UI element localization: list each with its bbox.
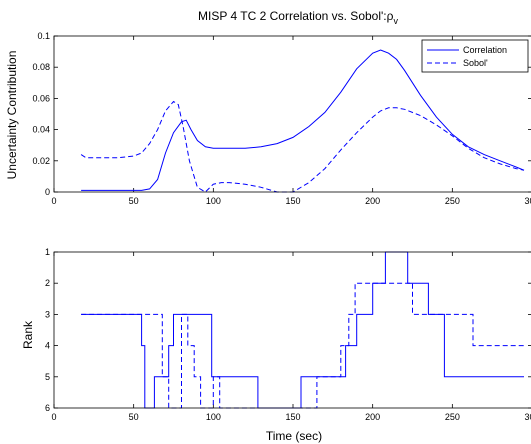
top-series <box>80 49 525 193</box>
bottom-plot-frame <box>53 251 531 409</box>
bottom-y-tick-label: 5 <box>45 372 50 382</box>
bottom-x-tick-label: 250 <box>445 412 460 422</box>
bottom-y-tick-label: 3 <box>45 309 50 319</box>
bottom-series <box>81 251 524 409</box>
top-chart: MISP 4 TC 2 Correlation vs. Sobol':ρv Un… <box>5 9 531 206</box>
bottom-y-tick-label: 4 <box>45 341 50 351</box>
top-y-tick-label: 0.04 <box>32 125 50 135</box>
top-y-tick-label: 0.06 <box>32 93 50 103</box>
bottom-x-tick-label: 50 <box>129 412 139 422</box>
bottom-x-tick-label: 100 <box>206 412 221 422</box>
top-y-tick-label: 0 <box>45 187 50 197</box>
bottom-x-tick-label: 200 <box>365 412 380 422</box>
top-x-tick-label: 300 <box>524 196 531 206</box>
bottom-x-tick-label: 150 <box>285 412 300 422</box>
top-series-correlation <box>81 49 525 191</box>
bottom-x-axis-label: Time (sec) <box>266 429 322 443</box>
top-y-tick-label: 0.08 <box>32 62 50 72</box>
top-x-tick-label: 250 <box>445 196 460 206</box>
bottom-chart: Rank Time (sec) 0 50 100 150 200 250 300 1 2 3 4 5 6 <box>21 247 531 443</box>
top-ticks: 0 50 100 150 200 250 300 0 0.02 0.04 0.06 0.08 0.1 <box>32 31 531 206</box>
top-y-tick-label: 0.02 <box>32 156 50 166</box>
bottom-x-tick-label: 300 <box>524 412 531 422</box>
legend-label-correlation: Correlation <box>463 45 507 55</box>
legend-box <box>421 39 529 73</box>
bottom-series-correlation <box>81 251 524 409</box>
bottom-x-tick-label: 0 <box>51 412 56 422</box>
bottom-series-sobol <box>81 282 524 409</box>
top-x-tick-label: 200 <box>365 196 380 206</box>
chart-title: MISP 4 TC 2 Correlation vs. Sobol':ρv <box>198 9 398 26</box>
bottom-y-tick-label: 1 <box>45 247 50 257</box>
top-x-tick-label: 150 <box>285 196 300 206</box>
top-y-axis-label: Uncertainty Contribution <box>5 51 19 180</box>
top-series-sobol <box>80 100 525 193</box>
legend-label-sobol: Sobol' <box>463 58 488 68</box>
top-plot-frame <box>53 35 531 193</box>
bottom-y-tick-label: 2 <box>45 278 50 288</box>
top-x-tick-label: 0 <box>51 196 56 206</box>
top-y-tick-label: 0.1 <box>37 31 50 41</box>
top-x-tick-label: 100 <box>206 196 221 206</box>
bottom-y-tick-label: 6 <box>45 403 50 413</box>
bottom-ticks: 0 50 100 150 200 250 300 1 2 3 4 5 6 <box>45 247 531 422</box>
top-x-tick-label: 50 <box>129 196 139 206</box>
bottom-y-axis-label: Rank <box>21 320 35 349</box>
legend: Correlation Sobol' <box>421 39 529 73</box>
